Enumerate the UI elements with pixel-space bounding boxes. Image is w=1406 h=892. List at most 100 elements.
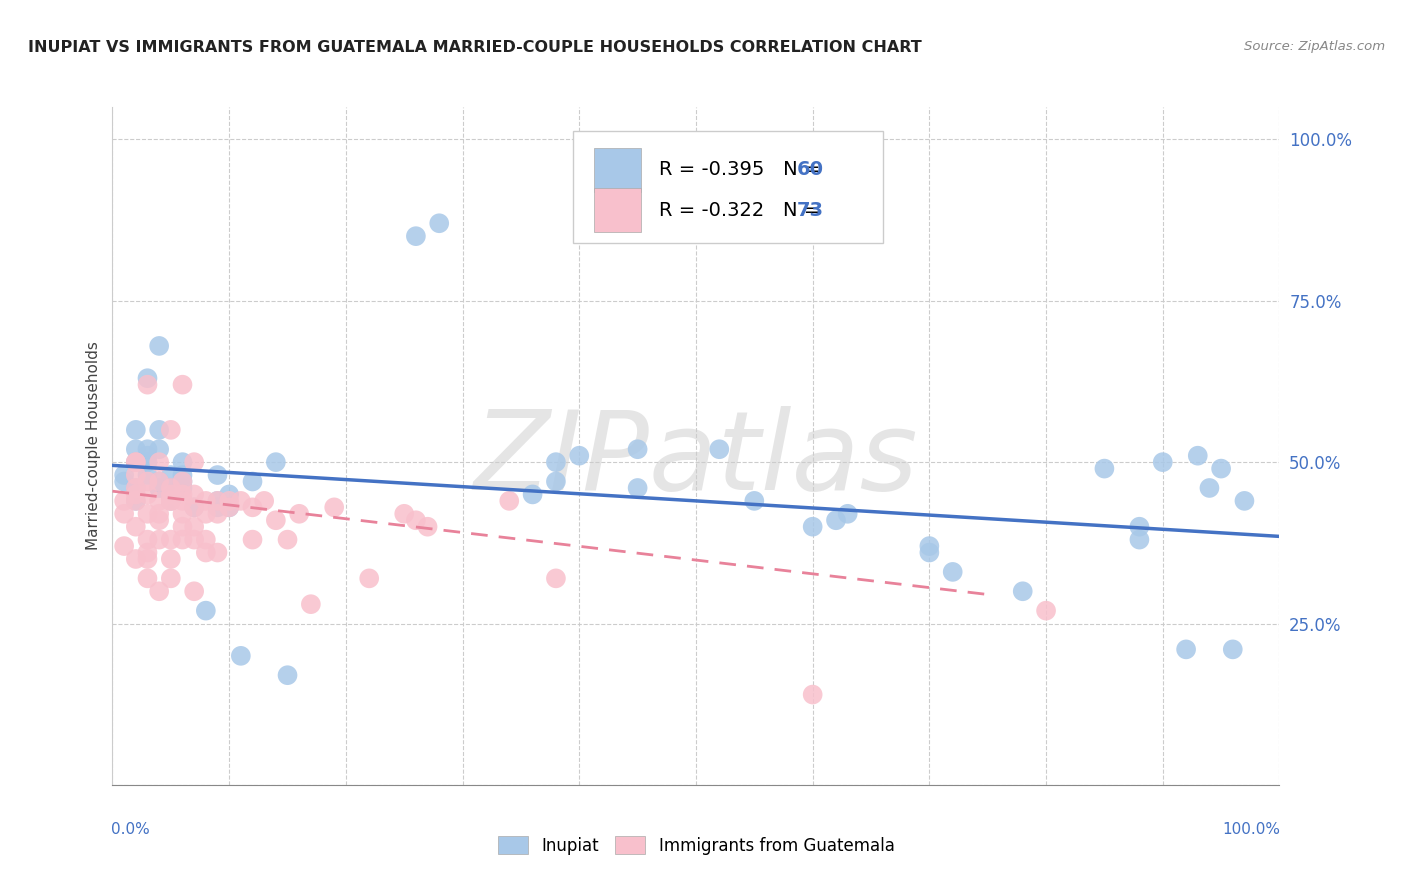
Point xyxy=(1035,604,1057,618)
Point xyxy=(276,668,298,682)
Point xyxy=(1233,494,1256,508)
Point xyxy=(194,545,217,559)
Point xyxy=(183,584,205,599)
Point xyxy=(160,552,183,566)
Point xyxy=(160,571,183,585)
Point xyxy=(498,494,520,508)
Point xyxy=(148,481,170,495)
Point xyxy=(172,455,194,469)
Point xyxy=(172,487,194,501)
Point xyxy=(685,216,707,230)
Point xyxy=(136,377,159,392)
Point xyxy=(136,533,159,547)
Point xyxy=(160,494,183,508)
Point xyxy=(801,688,824,702)
Point xyxy=(288,507,311,521)
Point xyxy=(125,519,148,533)
Point xyxy=(148,455,170,469)
Point xyxy=(172,519,194,533)
Point xyxy=(160,533,183,547)
Point xyxy=(1128,533,1150,547)
Point xyxy=(172,533,194,547)
Point xyxy=(183,533,205,547)
Point xyxy=(522,487,544,501)
Point xyxy=(148,475,170,489)
Point xyxy=(405,229,427,244)
Point xyxy=(160,487,183,501)
Point xyxy=(427,216,450,230)
Point xyxy=(1011,584,1033,599)
Point xyxy=(172,475,194,489)
Text: R = -0.395   N =: R = -0.395 N = xyxy=(658,161,827,179)
Point xyxy=(242,533,264,547)
Point xyxy=(136,487,159,501)
Point xyxy=(125,455,148,469)
Point xyxy=(148,339,170,353)
Point xyxy=(394,507,416,521)
Point xyxy=(194,604,217,618)
Point xyxy=(405,513,427,527)
Point xyxy=(1152,455,1174,469)
Point xyxy=(229,648,252,663)
Point xyxy=(125,552,148,566)
Point xyxy=(125,455,148,469)
Point xyxy=(801,519,824,533)
Point xyxy=(148,513,170,527)
Point xyxy=(172,377,194,392)
Point xyxy=(125,494,148,508)
Point xyxy=(264,513,287,527)
Point xyxy=(416,519,439,533)
Point xyxy=(276,533,298,547)
Text: INUPIAT VS IMMIGRANTS FROM GUATEMALA MARRIED-COUPLE HOUSEHOLDS CORRELATION CHART: INUPIAT VS IMMIGRANTS FROM GUATEMALA MAR… xyxy=(28,40,922,55)
Point xyxy=(125,442,148,457)
Point xyxy=(1209,461,1232,475)
Text: 0.0%: 0.0% xyxy=(111,822,150,838)
Point xyxy=(218,500,240,515)
Text: Source: ZipAtlas.com: Source: ZipAtlas.com xyxy=(1244,40,1385,54)
Point xyxy=(136,507,159,521)
Point xyxy=(242,500,264,515)
Point xyxy=(172,494,194,508)
Point xyxy=(125,468,148,483)
Point xyxy=(1198,481,1220,495)
Point xyxy=(627,442,650,457)
Point xyxy=(183,487,205,501)
Point xyxy=(136,545,159,559)
Point xyxy=(918,545,941,559)
FancyBboxPatch shape xyxy=(595,148,641,192)
Point xyxy=(1128,519,1150,533)
Point xyxy=(136,468,159,483)
Point xyxy=(1094,461,1116,475)
Point xyxy=(125,481,148,495)
Point xyxy=(148,494,170,508)
Point xyxy=(1222,642,1244,657)
Point xyxy=(264,455,287,469)
Point xyxy=(148,533,170,547)
Point xyxy=(1175,642,1198,657)
Point xyxy=(148,442,170,457)
Y-axis label: Married-couple Households: Married-couple Households xyxy=(86,342,101,550)
Point xyxy=(544,455,567,469)
Point xyxy=(112,494,135,508)
Point xyxy=(136,455,159,469)
Point xyxy=(207,545,229,559)
Point xyxy=(148,475,170,489)
Point xyxy=(709,442,731,457)
Text: 60: 60 xyxy=(796,161,824,179)
Point xyxy=(207,500,229,515)
Point xyxy=(136,571,159,585)
Point xyxy=(172,507,194,521)
Point xyxy=(194,507,217,521)
FancyBboxPatch shape xyxy=(595,188,641,233)
Point xyxy=(1187,449,1209,463)
Point xyxy=(112,475,135,489)
Point xyxy=(160,494,183,508)
Point xyxy=(125,455,148,469)
Point xyxy=(183,500,205,515)
Point xyxy=(125,487,148,501)
Point xyxy=(112,539,135,553)
Point xyxy=(359,571,381,585)
Point xyxy=(125,423,148,437)
Point xyxy=(544,475,567,489)
Point xyxy=(160,468,183,483)
